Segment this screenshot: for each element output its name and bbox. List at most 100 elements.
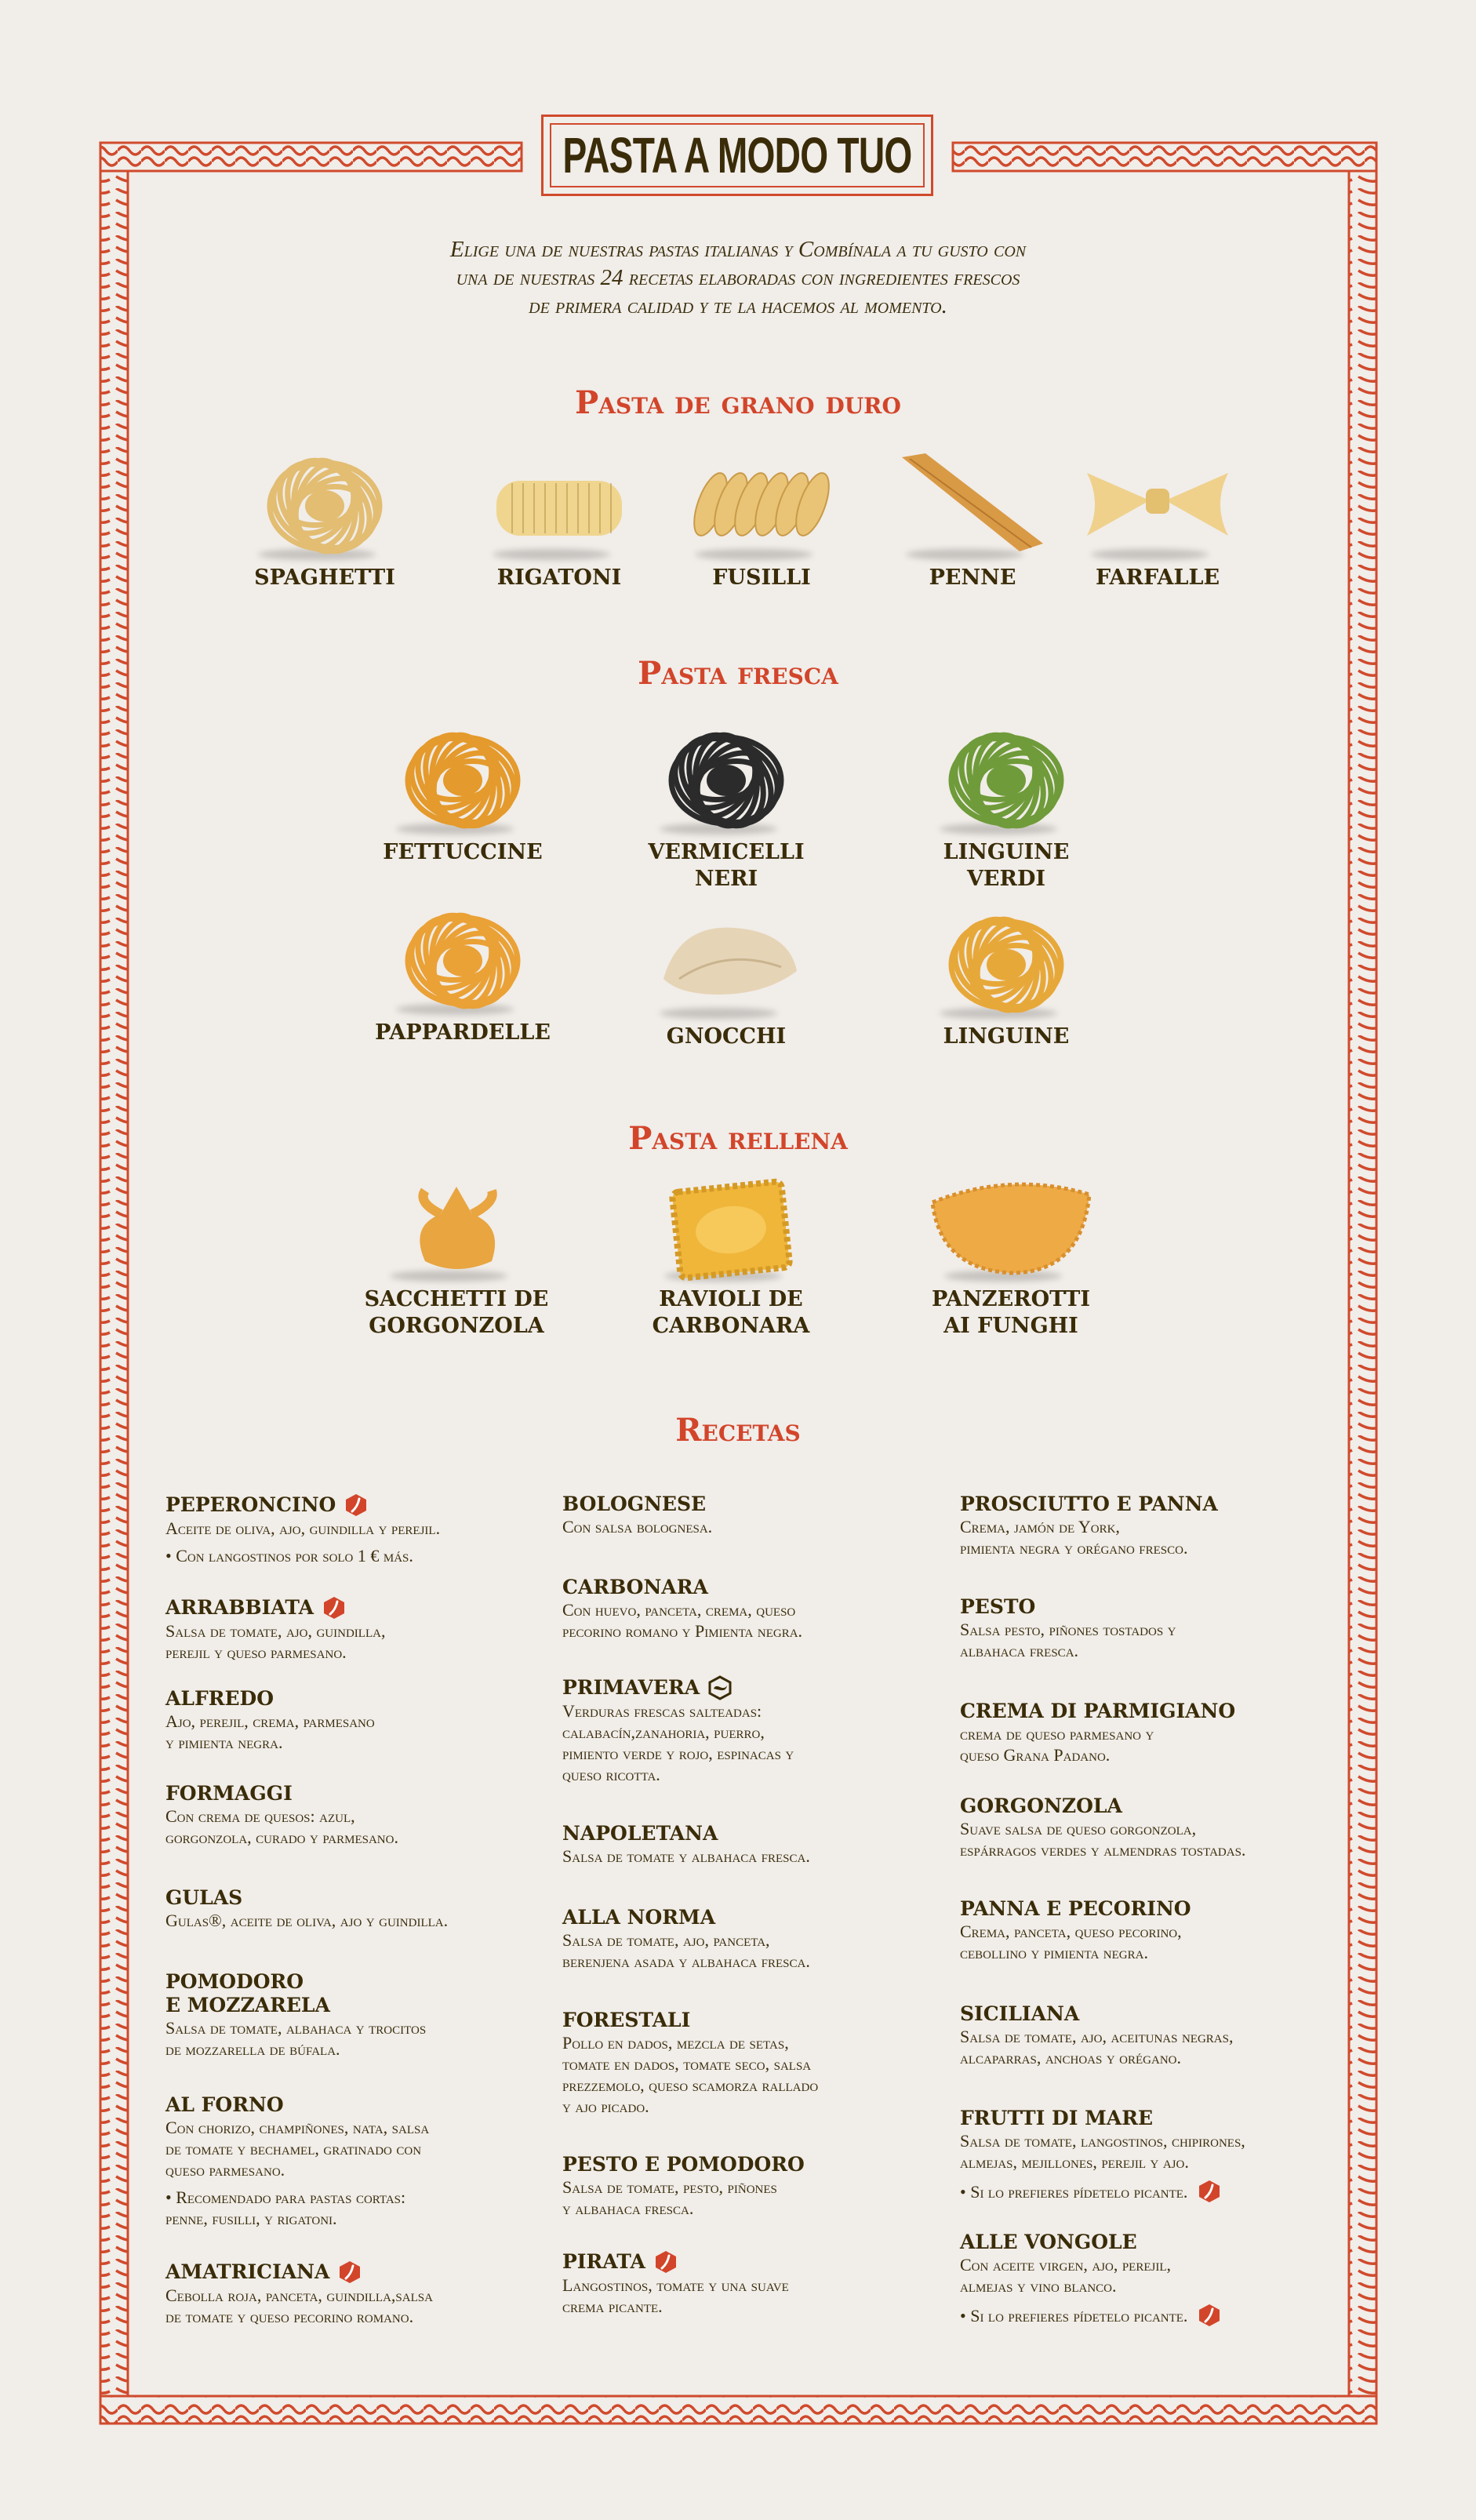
- chili-icon: [1199, 2180, 1220, 2202]
- recipe-description: Gulas®, aceite de oliva, ajo y guindilla…: [165, 1911, 449, 1930]
- recipe-item: PESTO E POMODORO Salsa de tomate, pesto,…: [562, 2153, 907, 2219]
- pasta-item: PAPPARDELLE: [361, 902, 565, 1046]
- vegetarian-icon: [708, 1675, 732, 1700]
- chili-icon: [1199, 2304, 1220, 2326]
- page-title: PASTA A MODO TUO: [562, 127, 913, 184]
- pasta-item: GNOCCHI: [624, 906, 828, 1050]
- recipe-name: CARBONARA: [562, 1576, 708, 1598]
- pasta-image: [629, 1169, 833, 1286]
- recipe-name: AL FORNO: [165, 2093, 284, 2116]
- recipe-name: CREMA DI PARMIGIANO: [960, 1700, 1236, 1722]
- section-title-recetas: Recetas: [675, 1412, 801, 1449]
- recipe-name: ARRABBIATA: [165, 1596, 314, 1619]
- recipe-note: • Con langostinos por solo 1 € más.: [165, 1546, 413, 1565]
- recipe-description: Salsa de tomate, albahaca y trocitos de …: [165, 2018, 427, 2059]
- recipe-item: CREMA DI PARMIGIANO crema de queso parme…: [960, 1700, 1305, 1765]
- intro-text: Elige una de nuestras pastas italianas y…: [0, 235, 1476, 320]
- recipe-name: PESTO: [960, 1595, 1036, 1618]
- recipe-description: Ajo, perejil, crema, parmesano y pimient…: [165, 1711, 375, 1752]
- recipe-item: POMODORO E MOZZARELA Salsa de tomate, al…: [165, 1970, 511, 2060]
- pasta-item: PANZEROTTI AI FUNGHI: [909, 1169, 1113, 1340]
- pasta-label: FUSILLI: [712, 565, 811, 590]
- section-title-rellena: Pasta rellena: [628, 1120, 848, 1157]
- pasta-label: FARFALLE: [1095, 565, 1220, 590]
- recipe-description: crema de queso parmesano y queso Grana P…: [960, 1724, 1154, 1765]
- recipe-description: Con crema de quesos: azul, gorgonzola, c…: [165, 1806, 398, 1847]
- pasta-label: RAVIOLI DE CARBONARA: [652, 1287, 810, 1338]
- recipe-description: Con huevo, panceta, crema, queso pecorin…: [562, 1600, 803, 1641]
- recipe-name: ALFREDO: [165, 1687, 274, 1710]
- recipe-item: ARRABBIATA Salsa de tomate, ajo, guindil…: [165, 1595, 511, 1663]
- recipe-name: PROSCIUTTO E PANNA: [960, 1493, 1218, 1515]
- recipe-name: ALLE VONGOLE: [960, 2231, 1137, 2253]
- chili-icon: [340, 2261, 361, 2283]
- recipe-note: • Recomendado para pastas cortas: penne,…: [165, 2187, 406, 2228]
- recipe-item: GORGONZOLA Suave salsa de queso gorgonzo…: [960, 1795, 1305, 1860]
- recipe-description: Verduras frescas salteadas: calabacín,za…: [562, 1701, 794, 1784]
- recipe-name: ALLA NORMA: [562, 1906, 716, 1929]
- recipe-name: PESTO E POMODORO: [562, 2153, 805, 2176]
- recipe-name: FORESTALI: [562, 2009, 691, 2031]
- recipe-description: Salsa de tomate y albahaca fresca.: [562, 1846, 810, 1866]
- pasta-image: [1056, 447, 1260, 565]
- recipe-description: Crema, panceta, queso pecorino, cebollin…: [960, 1922, 1182, 1962]
- recipe-item: ALLE VONGOLE Con aceite virgen, ajo, per…: [960, 2231, 1305, 2328]
- intro-line: Elige una de nuestras pastas italianas y…: [449, 237, 1027, 262]
- pasta-label: SACCHETTI DE GORGONZOLA: [364, 1287, 549, 1338]
- pasta-item: SPAGHETTI: [223, 447, 427, 591]
- recipe-description: Salsa de tomate, pesto, piñones y albaha…: [562, 2177, 777, 2218]
- pasta-item: RAVIOLI DE CARBONARA: [629, 1169, 833, 1340]
- recipe-name: GORGONZOLA: [960, 1795, 1122, 1817]
- recipe-item: ALFREDO Ajo, perejil, crema, parmesano y…: [165, 1687, 511, 1753]
- pasta-image: [871, 447, 1074, 565]
- pasta-image: [457, 447, 661, 565]
- recipe-description: Aceite de oliva, ajo, guindilla y pereji…: [165, 1518, 441, 1538]
- recipe-description: Crema, jamón de York, pimienta negra y o…: [960, 1517, 1188, 1558]
- recipe-item: PESTO Salsa pesto, piñones tostados y al…: [960, 1595, 1305, 1661]
- recipe-item: PANNA E PECORINO Crema, panceta, queso p…: [960, 1897, 1305, 1963]
- pasta-item: VERMICELLI NERI: [624, 722, 828, 893]
- pasta-label: LINGUINE VERDI: [943, 840, 1070, 891]
- recipe-description: Suave salsa de queso gorgonzola, espárra…: [960, 1819, 1246, 1860]
- pasta-item: FARFALLE: [1056, 447, 1260, 591]
- pasta-item: RIGATONI: [457, 447, 661, 591]
- recipe-name: PRIMAVERA: [562, 1676, 700, 1699]
- recipe-name: PANNA E PECORINO: [960, 1897, 1191, 1920]
- pasta-label: PAPPARDELLE: [375, 1020, 551, 1045]
- pasta-image: [361, 722, 565, 839]
- recipe-description: Con salsa bolognesa.: [562, 1517, 713, 1536]
- recipe-item: GULAS Gulas®, aceite de oliva, ajo y gui…: [165, 1886, 511, 1931]
- pasta-label: PANZEROTTI AI FUNGHI: [931, 1287, 1091, 1338]
- recipe-item: SICILIANA Salsa de tomate, ajo, aceituna…: [960, 2002, 1305, 2068]
- recipe-item: PROSCIUTTO E PANNA Crema, jamón de York,…: [960, 1493, 1305, 1558]
- pasta-label: GNOCCHI: [666, 1024, 787, 1049]
- pasta-item: FETTUCCINE: [361, 722, 565, 866]
- recipe-item: FORESTALI Pollo en dados, mezcla de seta…: [562, 2009, 907, 2117]
- pasta-image: [904, 906, 1108, 1024]
- recipe-item: FRUTTI DI MARE Salsa de tomate, langosti…: [960, 2107, 1305, 2204]
- recipe-item: AMATRICIANA Cebolla roja, panceta, guind…: [165, 2260, 511, 2327]
- pasta-label: FETTUCCINE: [383, 840, 543, 864]
- pasta-image: [361, 902, 565, 1020]
- pasta-image: [624, 906, 828, 1024]
- recipe-name: GULAS: [165, 1886, 243, 1909]
- recipe-note: • Si lo prefieres pídetelo picante.: [960, 2305, 1188, 2325]
- pasta-label: LINGUINE: [943, 1024, 1070, 1049]
- intro-line: de primera calidad y te la hacemos al mo…: [529, 293, 947, 318]
- recipe-description: Langostinos, tomate y una suave crema pi…: [562, 2275, 789, 2316]
- pasta-item: PENNE: [871, 447, 1074, 591]
- recipe-name: PEPERONCINO: [165, 1493, 336, 1516]
- chili-icon: [655, 2251, 676, 2273]
- recipe-name: POMODORO E MOZZARELA: [165, 1970, 330, 2016]
- pasta-image: [223, 447, 427, 565]
- pasta-image: [624, 722, 828, 839]
- pasta-item: LINGUINE VERDI: [904, 722, 1108, 893]
- pasta-item: FUSILLI: [660, 447, 863, 591]
- recipe-item: CARBONARA Con huevo, panceta, crema, que…: [562, 1576, 907, 1642]
- recipe-description: Salsa de tomate, langostinos, chipirones…: [960, 2131, 1245, 2172]
- recipe-item: BOLOGNESE Con salsa bolognesa.: [562, 1493, 907, 1537]
- recipe-name: FORMAGGI: [165, 1782, 293, 1805]
- pasta-item: SACCHETTI DE GORGONZOLA: [354, 1169, 558, 1340]
- recipe-description: Con chorizo, champiñones, nata, salsa de…: [165, 2118, 430, 2180]
- pasta-image: [354, 1169, 558, 1286]
